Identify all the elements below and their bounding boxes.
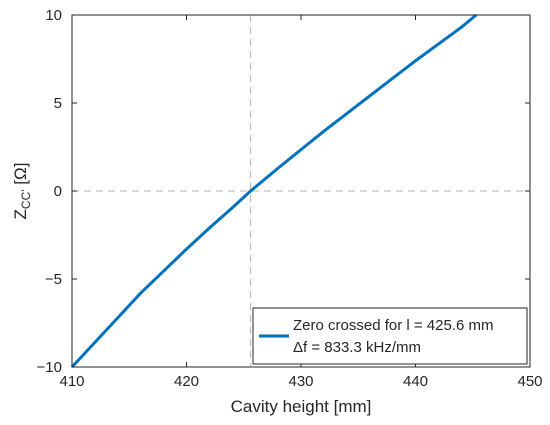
y-tick-label: 10 [45,7,62,24]
x-tick-label: 440 [403,373,428,390]
series-layer [70,13,478,369]
y-axis-label-main: Z [11,209,30,219]
y-tick-label: 0 [54,183,62,200]
legend: Zero crossed for l = 425.6 mm Δf = 833.3… [252,307,528,365]
y-tick-label: −5 [45,271,62,288]
y-axis-ticks: −10 −5 0 5 10 [37,7,530,376]
y-tick-label: 5 [54,95,62,112]
legend-entry-line2: Δf = 833.3 kHz/mm [293,339,421,356]
series-line-0 [70,13,478,369]
x-axis-ticks: 410 420 430 440 450 [59,15,543,390]
x-tick-label: 450 [517,373,542,390]
x-tick-label: 430 [288,373,313,390]
x-axis-label: Cavity height [mm] [231,397,372,416]
y-axis-label-unit: [Ω] [11,163,30,190]
x-tick-label: 410 [59,373,84,390]
reference-lines [72,15,530,367]
legend-entry-line1: Zero crossed for l = 425.6 mm [293,317,494,334]
y-tick-label: −10 [37,359,62,376]
legend-box [252,307,528,365]
y-axis-label-subscript: CC' [19,189,33,209]
y-axis-label: ZCC' [Ω] [11,163,33,220]
x-tick-label: 420 [174,373,199,390]
